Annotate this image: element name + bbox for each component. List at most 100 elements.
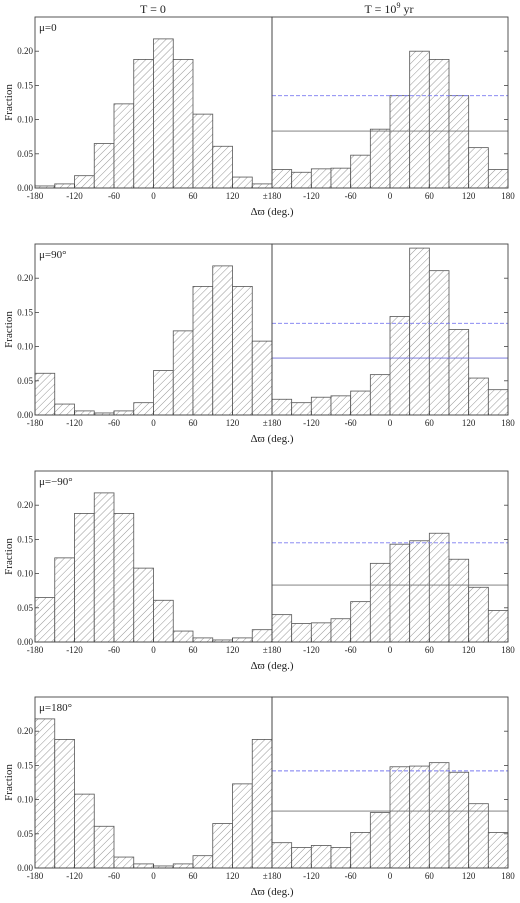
y-tick-label: 0.15 bbox=[17, 307, 33, 317]
y-tick-label: 0.15 bbox=[17, 534, 33, 544]
histogram-bar bbox=[330, 618, 352, 643]
y-tick-label: 0.10 bbox=[17, 569, 33, 579]
histogram-bar bbox=[409, 50, 430, 189]
histogram-bar bbox=[93, 492, 115, 643]
histogram-bar bbox=[271, 842, 293, 869]
histogram-bar bbox=[487, 169, 509, 189]
x-tick-label: 60 bbox=[425, 418, 435, 428]
x-tick-label: -120 bbox=[303, 645, 320, 655]
x-tick-label: -120 bbox=[303, 418, 320, 428]
histogram-bar bbox=[232, 286, 253, 416]
column-title-right-main: T = 10 bbox=[365, 2, 397, 16]
histogram-bar bbox=[192, 855, 214, 869]
histogram-bar bbox=[232, 637, 253, 643]
histogram-bar bbox=[369, 128, 391, 189]
x-tick-label: ±180 bbox=[263, 191, 282, 201]
histogram-bar bbox=[271, 614, 293, 643]
x-tick-label: 60 bbox=[189, 418, 199, 428]
mu-label: μ=−90° bbox=[39, 476, 73, 488]
x-tick-label: 0 bbox=[388, 871, 393, 881]
x-tick-label: 0 bbox=[388, 418, 393, 428]
x-tick-label: ±180 bbox=[263, 645, 282, 655]
histogram-bar bbox=[251, 629, 273, 643]
histogram-bar bbox=[448, 771, 470, 869]
histogram-bar bbox=[251, 183, 273, 189]
histogram-bar bbox=[330, 847, 352, 869]
histogram-bar bbox=[448, 329, 470, 416]
y-tick-label: 0.00 bbox=[17, 863, 33, 873]
histogram-bar bbox=[350, 154, 371, 189]
histogram-bar bbox=[192, 113, 214, 189]
histogram-bar bbox=[310, 396, 332, 416]
histogram-bar bbox=[93, 143, 115, 189]
histogram-bar bbox=[310, 168, 332, 189]
x-tick-label: -60 bbox=[345, 871, 357, 881]
x-tick-label: 0 bbox=[151, 871, 156, 881]
histogram-bar bbox=[251, 340, 273, 416]
histogram-bar bbox=[153, 370, 174, 416]
histogram-bar bbox=[487, 389, 509, 416]
x-tick-label: -120 bbox=[66, 645, 83, 655]
x-tick-label: -60 bbox=[108, 871, 120, 881]
x-tick-label: 120 bbox=[462, 645, 476, 655]
histogram-bar bbox=[428, 762, 450, 869]
panel-row-2: -180 -120 -60 0 60 120 ±180 0.00 0.05 0.10 0.15 0.2… bbox=[3, 243, 515, 445]
x-tick-label: -60 bbox=[345, 418, 357, 428]
histogram-bar bbox=[271, 169, 293, 189]
histogram-bar bbox=[369, 374, 391, 416]
x-tick-label: 180 bbox=[501, 871, 515, 881]
y-tick-label: 0.15 bbox=[17, 80, 33, 90]
y-tick-label: 0.15 bbox=[17, 760, 33, 770]
x-axis-label: Δϖ (deg.) bbox=[250, 433, 293, 445]
y-tick-label: 0.20 bbox=[17, 46, 33, 56]
histogram-bar bbox=[468, 803, 489, 869]
mu-label: μ=180° bbox=[39, 702, 72, 714]
histogram-bar bbox=[409, 765, 430, 869]
x-tick-label: 0 bbox=[151, 191, 156, 201]
histogram-bar bbox=[389, 95, 411, 189]
histogram-bar bbox=[468, 377, 489, 416]
histogram-bar bbox=[74, 175, 95, 189]
column-title-right: T = 109 yr bbox=[365, 1, 414, 16]
x-tick-label: 120 bbox=[226, 191, 240, 201]
y-tick-label: 0.10 bbox=[17, 795, 33, 805]
histogram-bar bbox=[409, 540, 430, 643]
histogram-bar bbox=[291, 402, 312, 416]
x-tick-label: -180 bbox=[27, 418, 44, 428]
x-tick-label: 120 bbox=[462, 418, 476, 428]
x-tick-label: 60 bbox=[189, 871, 199, 881]
histogram-bar bbox=[428, 270, 450, 416]
y-tick-label: 0.10 bbox=[17, 342, 33, 352]
x-axis-label: Δϖ (deg.) bbox=[250, 206, 293, 218]
histogram-bar bbox=[232, 783, 253, 869]
histogram-bar bbox=[251, 739, 273, 869]
histogram-bar bbox=[350, 832, 371, 869]
histogram-bar bbox=[54, 183, 75, 189]
x-axis-label: Δϖ (deg.) bbox=[250, 886, 293, 898]
y-tick-label: 0.00 bbox=[17, 637, 33, 647]
y-axis-label: Fraction bbox=[3, 538, 15, 575]
x-tick-label: 60 bbox=[425, 871, 435, 881]
histogram-bar bbox=[448, 558, 470, 643]
x-tick-label: -120 bbox=[303, 871, 320, 881]
y-tick-label: 0.05 bbox=[17, 376, 33, 386]
x-tick-label: -120 bbox=[66, 871, 83, 881]
histogram-bar bbox=[34, 597, 56, 643]
histogram-bar bbox=[172, 863, 194, 869]
x-tick-label: 180 bbox=[501, 418, 515, 428]
y-tick-label: 0.20 bbox=[17, 500, 33, 510]
histogram-bar bbox=[448, 95, 470, 189]
x-tick-label: 120 bbox=[226, 871, 240, 881]
x-tick-label: 0 bbox=[388, 645, 393, 655]
x-tick-label: -60 bbox=[108, 191, 120, 201]
mu-label: μ=0 bbox=[39, 22, 57, 34]
x-tick-label: 120 bbox=[226, 418, 240, 428]
histogram-bar bbox=[74, 513, 95, 643]
histogram-bar bbox=[113, 513, 135, 643]
histogram-bar bbox=[350, 390, 371, 416]
x-tick-label: -120 bbox=[66, 191, 83, 201]
x-tick-label: 60 bbox=[425, 645, 435, 655]
panel-row-4: -180 -120 -60 0 60 120 ±180 0.00 0.05 0.10 0.15 0.2… bbox=[3, 696, 515, 898]
x-tick-label: -180 bbox=[27, 645, 44, 655]
